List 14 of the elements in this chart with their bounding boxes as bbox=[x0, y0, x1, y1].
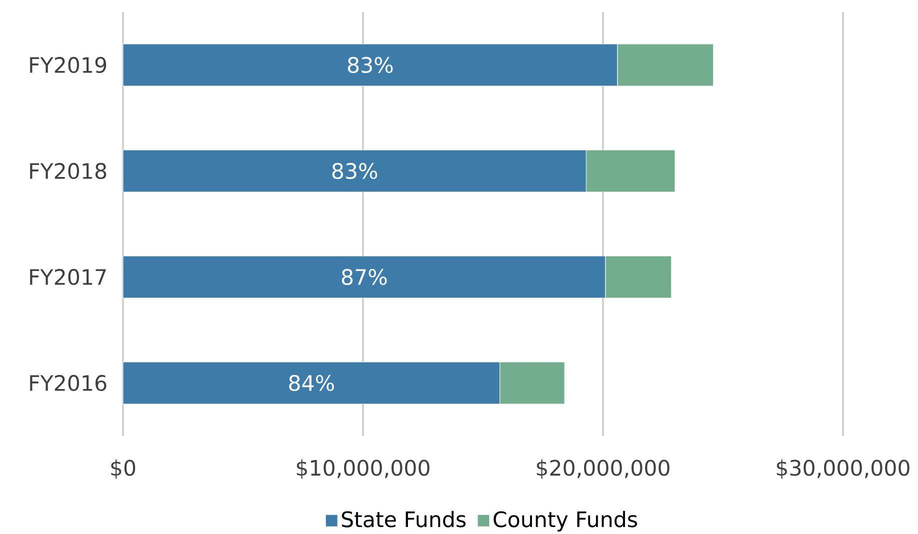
x-tick-label: $10,000,000 bbox=[296, 459, 430, 479]
legend-label: County Funds bbox=[494, 510, 638, 532]
x-tick-label: $20,000,000 bbox=[536, 459, 670, 479]
annotation: 83% bbox=[332, 162, 378, 179]
y-tick-label: FY2017 bbox=[30, 268, 106, 285]
y-tick-label: FY2016 bbox=[30, 374, 106, 391]
x-tick-label: $0 bbox=[111, 459, 136, 479]
annotation: 84% bbox=[289, 374, 334, 391]
y-tick-label: FY2019 bbox=[30, 56, 106, 73]
annotation: 87% bbox=[342, 268, 387, 285]
legend-label: State Funds bbox=[342, 510, 466, 528]
annotation: 83% bbox=[348, 56, 393, 73]
x-tick-label: $30,000,000 bbox=[776, 459, 910, 479]
y-tick-label: FY2018 bbox=[30, 162, 106, 179]
